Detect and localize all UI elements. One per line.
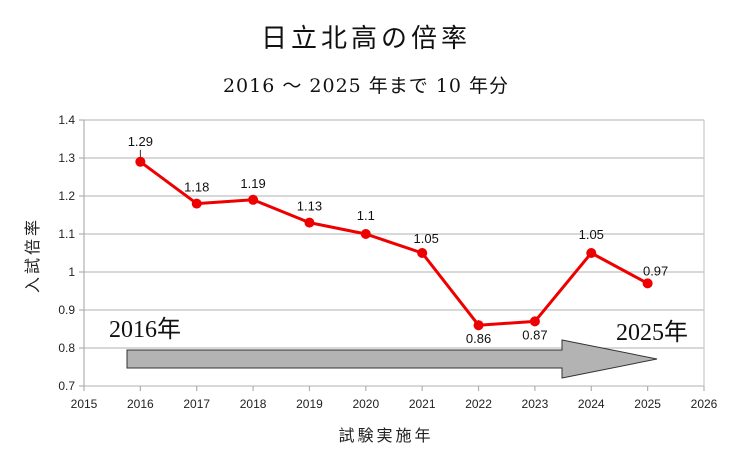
x-tick-label: 2018 [240, 397, 267, 411]
data-point [529, 316, 540, 327]
y-tick-label: 1 [68, 265, 75, 279]
data-point [135, 156, 146, 167]
axes: 0.7 0.8 0.9 1 1.1 1.2 1.3 1.4 2015 2016 2017 2018 20… [58, 113, 717, 411]
start-year-label: 2016年 [109, 316, 181, 343]
data-point [473, 320, 484, 331]
x-tick-label: 2022 [465, 397, 492, 411]
data-point [642, 278, 653, 289]
gridlines [84, 119, 704, 387]
data-label: 1.05 [414, 231, 439, 246]
x-tick-label: 2019 [296, 397, 323, 411]
x-tick-label: 2016 [127, 397, 154, 411]
chart-title: 日立北高の倍率 [260, 24, 471, 54]
data-point [248, 194, 259, 205]
data-label: 1.05 [579, 227, 604, 242]
y-tick-label: 1.2 [58, 189, 75, 203]
timeline-arrow-annotation: 2016年 2025年 [109, 316, 688, 379]
data-label: 1.19 [240, 176, 265, 191]
x-tick-label: 2023 [522, 397, 549, 411]
chart-subtitle: 2016 ～ 2025 年まで 10 年分 [222, 75, 510, 97]
x-tick-label: 2026 [691, 397, 718, 411]
data-point [304, 217, 315, 228]
data-point [360, 229, 371, 239]
y-axis-label: 入試倍率 [23, 217, 42, 293]
data-label: 1.1 [357, 208, 375, 223]
data-point [191, 198, 202, 209]
x-axis-label: 試験実施年 [338, 426, 433, 445]
y-tick-label: 0.8 [58, 341, 75, 355]
x-tick-label: 2025 [634, 397, 661, 411]
data-label: 0.86 [466, 331, 491, 346]
data-series: 1.29 1.18 1.19 1.13 1.1 1.05 0.86 0.87 1.05 0.97 [128, 134, 669, 346]
data-label: 0.97 [643, 263, 668, 278]
arrow-right-icon [126, 339, 658, 379]
y-tick-label: 0.9 [58, 303, 75, 317]
y-tick-label: 1.3 [58, 151, 75, 165]
end-year-label: 2025年 [616, 319, 688, 346]
y-tick-label: 1.1 [58, 227, 75, 241]
data-label: 1.13 [297, 199, 322, 214]
x-tick-label: 2017 [183, 397, 210, 411]
series-line [139, 160, 649, 327]
x-tick-label: 2021 [409, 397, 436, 411]
data-point [586, 248, 597, 258]
data-label: 1.18 [184, 180, 209, 195]
x-tick-label: 2015 [71, 397, 98, 411]
x-tick-label: 2024 [578, 397, 605, 411]
x-tick-label: 2020 [352, 397, 379, 411]
data-label: 0.87 [522, 327, 547, 342]
data-point [417, 248, 428, 258]
y-tick-label: 1.4 [58, 113, 75, 127]
data-label: 1.29 [128, 134, 153, 149]
y-tick-label: 0.7 [58, 379, 75, 393]
